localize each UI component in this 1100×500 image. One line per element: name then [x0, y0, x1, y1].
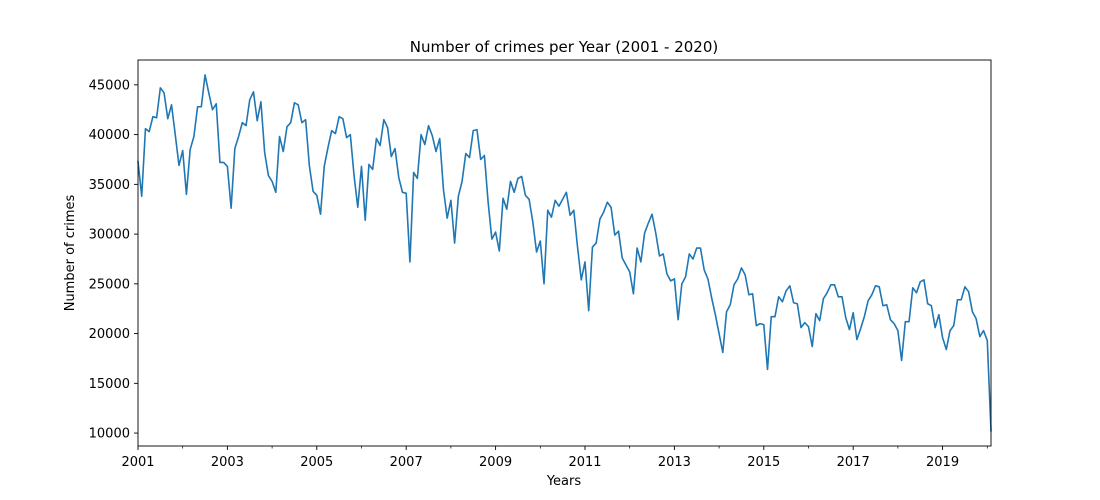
x-tick-label: 2005: [300, 455, 333, 470]
x-tick-label: 2015: [747, 455, 780, 470]
y-tick-label: 15000: [89, 377, 130, 392]
x-tick-label: 2001: [121, 455, 154, 470]
x-tick-label: 2007: [390, 455, 423, 470]
plot-area: [137, 74, 992, 432]
y-tick-label: 20000: [89, 327, 130, 342]
y-axis: 10000 15000 20000 25000 30000 35000 40000 45000: [89, 78, 138, 442]
y-tick-label: 10000: [89, 427, 130, 442]
x-tick-label: 2019: [926, 455, 959, 470]
x-tick-label: 2017: [837, 455, 870, 470]
chart-title: Number of crimes per Year (2001 - 2020): [410, 38, 718, 56]
x-tick-label: 2011: [568, 455, 601, 470]
x-tick-label: 2003: [211, 455, 244, 470]
x-tick-label: 2013: [658, 455, 691, 470]
y-tick-label: 25000: [89, 277, 130, 292]
x-axis-label: Years: [546, 474, 582, 489]
series-line: [137, 74, 992, 432]
plot-frame: [137, 59, 992, 447]
y-tick-label: 30000: [89, 228, 130, 243]
y-tick-label: 35000: [89, 178, 130, 193]
y-tick-label: 40000: [89, 128, 130, 143]
x-tick-label: 2009: [479, 455, 512, 470]
y-tick-label: 45000: [89, 78, 130, 93]
y-axis-label: Number of crimes: [63, 194, 78, 311]
x-axis: 2001 2003 2005 2007 2009 2011 2013 2015 2017 2019: [121, 446, 988, 470]
